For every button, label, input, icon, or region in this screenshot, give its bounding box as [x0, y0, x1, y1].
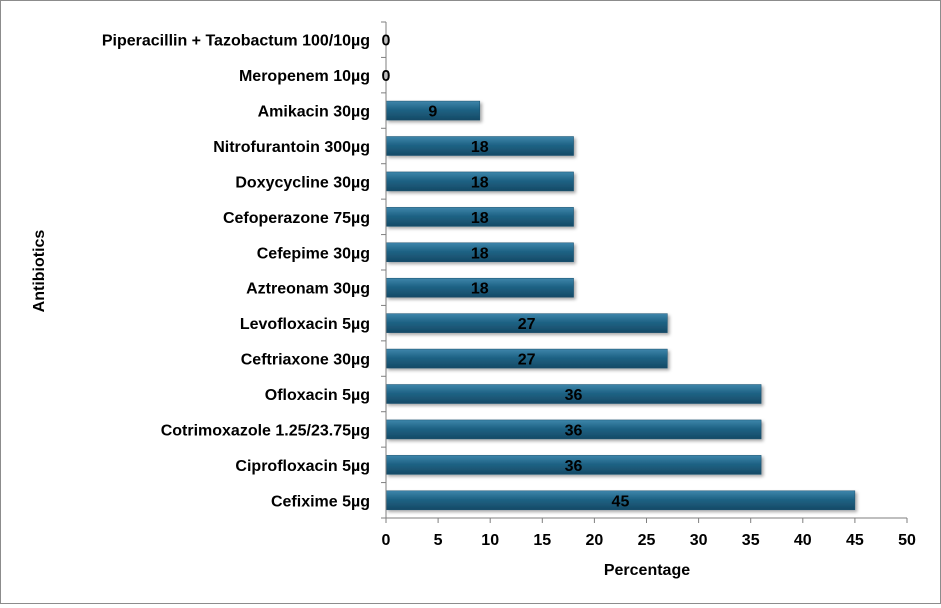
x-tick-label: 5 [434, 532, 443, 549]
data-label: 18 [471, 174, 489, 191]
category-label: Cefixime 5µg [271, 493, 370, 510]
category-label: Meropenem 10µg [239, 68, 370, 85]
data-label: 18 [471, 210, 489, 227]
category-label: Piperacillin + Tazobactum 100/10µg [102, 33, 370, 50]
data-label: 45 [612, 493, 630, 510]
x-tick-label: 35 [742, 532, 760, 549]
x-tick-label: 0 [382, 532, 391, 549]
data-label: 27 [518, 352, 536, 369]
category-label: Ofloxacin 5µg [265, 387, 370, 404]
category-label: Levofloxacin 5µg [240, 316, 370, 333]
data-label: 36 [565, 458, 583, 475]
category-label: Doxycycline 30µg [235, 174, 370, 191]
data-label: 0 [382, 33, 391, 50]
category-label: Aztreonam 30µg [246, 281, 370, 298]
x-axis-title: Percentage [604, 562, 690, 579]
data-label: 9 [428, 104, 437, 121]
category-label: Cefoperazone 75µg [223, 210, 370, 227]
data-label: 0 [382, 68, 391, 85]
category-label: Ceftriaxone 30µg [241, 352, 370, 369]
data-label: 18 [471, 281, 489, 298]
x-tick-label: 30 [690, 532, 708, 549]
data-label: 36 [565, 422, 583, 439]
x-tick-label: 45 [846, 532, 864, 549]
data-label: 18 [471, 245, 489, 262]
category-label: Nitrofurantoin 300µg [213, 139, 370, 156]
x-tick-label: 10 [481, 532, 499, 549]
data-label: 36 [565, 387, 583, 404]
category-label: Amikacin 30µg [258, 104, 370, 121]
category-label: Cefepime 30µg [257, 245, 370, 262]
data-label: 18 [471, 139, 489, 156]
data-label: 27 [518, 316, 536, 333]
category-label: Cotrimoxazole 1.25/23.75µg [161, 422, 370, 439]
x-tick-label: 50 [898, 532, 916, 549]
y-axis-title: Antibiotics [31, 230, 48, 313]
x-tick-label: 15 [533, 532, 551, 549]
x-tick-label: 20 [586, 532, 604, 549]
x-tick-label: 40 [794, 532, 812, 549]
category-label: Ciprofloxacin 5µg [235, 458, 370, 475]
x-tick-label: 25 [638, 532, 656, 549]
